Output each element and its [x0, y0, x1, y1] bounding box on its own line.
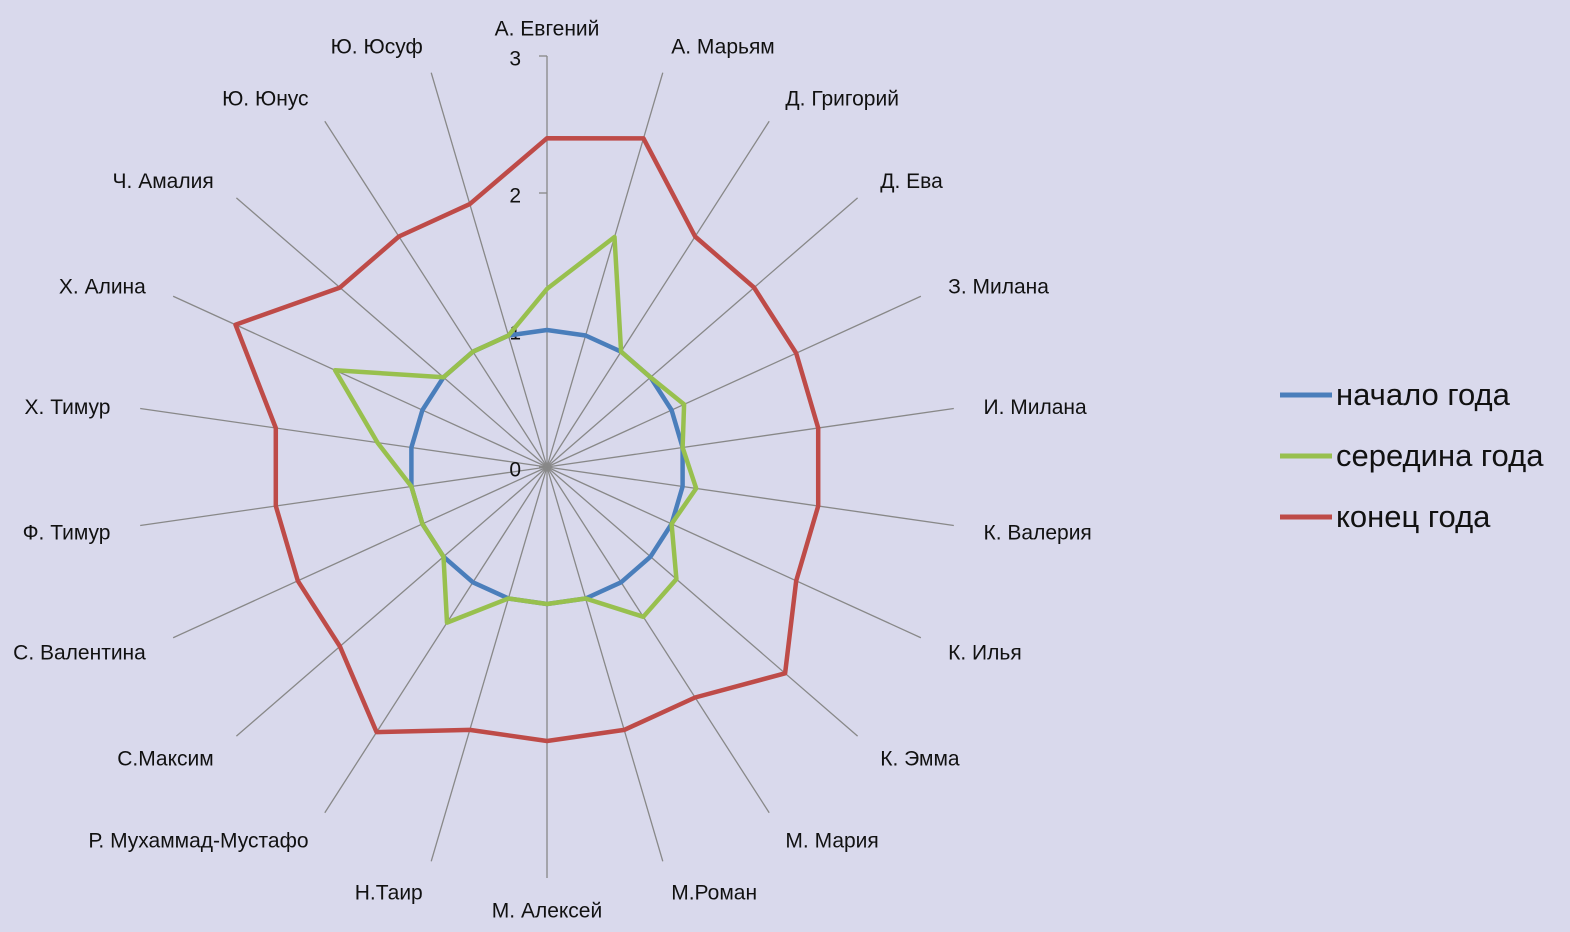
- category-label: Р. Мухаммад-Мустафо: [88, 830, 308, 853]
- category-label: М. Мария: [785, 830, 878, 853]
- category-label: Д. Григорий: [785, 88, 899, 111]
- spoke: [172, 295, 548, 468]
- category-label: Ф. Тимур: [23, 521, 111, 544]
- spoke: [546, 466, 770, 814]
- spoke: [140, 466, 548, 527]
- spoke: [430, 466, 548, 862]
- category-label: С.Максим: [117, 747, 214, 770]
- spoke: [546, 295, 922, 468]
- category-label: К. Илья: [948, 642, 1022, 665]
- y-tick-label: 0: [509, 459, 521, 482]
- spoke: [546, 407, 954, 468]
- category-label: М. Алексей: [492, 900, 602, 923]
- category-label: К. Валерия: [984, 521, 1092, 544]
- category-label: И. Милана: [984, 396, 1088, 419]
- category-label: Ю. Юсуф: [331, 35, 423, 58]
- category-label: А. Марьям: [671, 35, 775, 58]
- spoke: [140, 407, 548, 468]
- category-label: Ч. Амалия: [113, 170, 214, 193]
- spoke: [546, 466, 922, 639]
- category-label: М.Роман: [671, 882, 757, 905]
- spoke: [172, 466, 548, 639]
- y-tick-label: 3: [509, 48, 521, 71]
- category-label: К. Эмма: [880, 747, 960, 770]
- category-label: С. Валентина: [13, 642, 146, 665]
- series-line: [332, 234, 699, 625]
- spoke: [546, 197, 859, 468]
- spoke: [235, 197, 548, 468]
- legend-label: конец года: [1336, 499, 1491, 534]
- spoke: [324, 120, 548, 468]
- category-label: Х. Тимур: [25, 396, 111, 419]
- category-label: З. Милана: [948, 275, 1049, 298]
- spoke: [324, 466, 548, 814]
- spoke: [546, 466, 859, 737]
- category-label: Ю. Юнус: [222, 88, 308, 111]
- spoke: [546, 466, 664, 862]
- spoke: [546, 120, 770, 468]
- category-label: Н.Таир: [355, 882, 423, 905]
- spoke: [546, 72, 664, 468]
- legend-label: начало года: [1336, 377, 1511, 412]
- category-label: Х. Алина: [59, 275, 146, 298]
- spoke: [546, 466, 954, 527]
- y-tick-label: 2: [509, 185, 521, 208]
- spoke: [235, 466, 548, 737]
- series-line: [233, 135, 821, 744]
- spoke: [430, 72, 548, 468]
- legend-label: середина года: [1336, 438, 1544, 473]
- category-label: А. Евгений: [495, 18, 600, 41]
- category-label: Д. Ева: [880, 170, 943, 193]
